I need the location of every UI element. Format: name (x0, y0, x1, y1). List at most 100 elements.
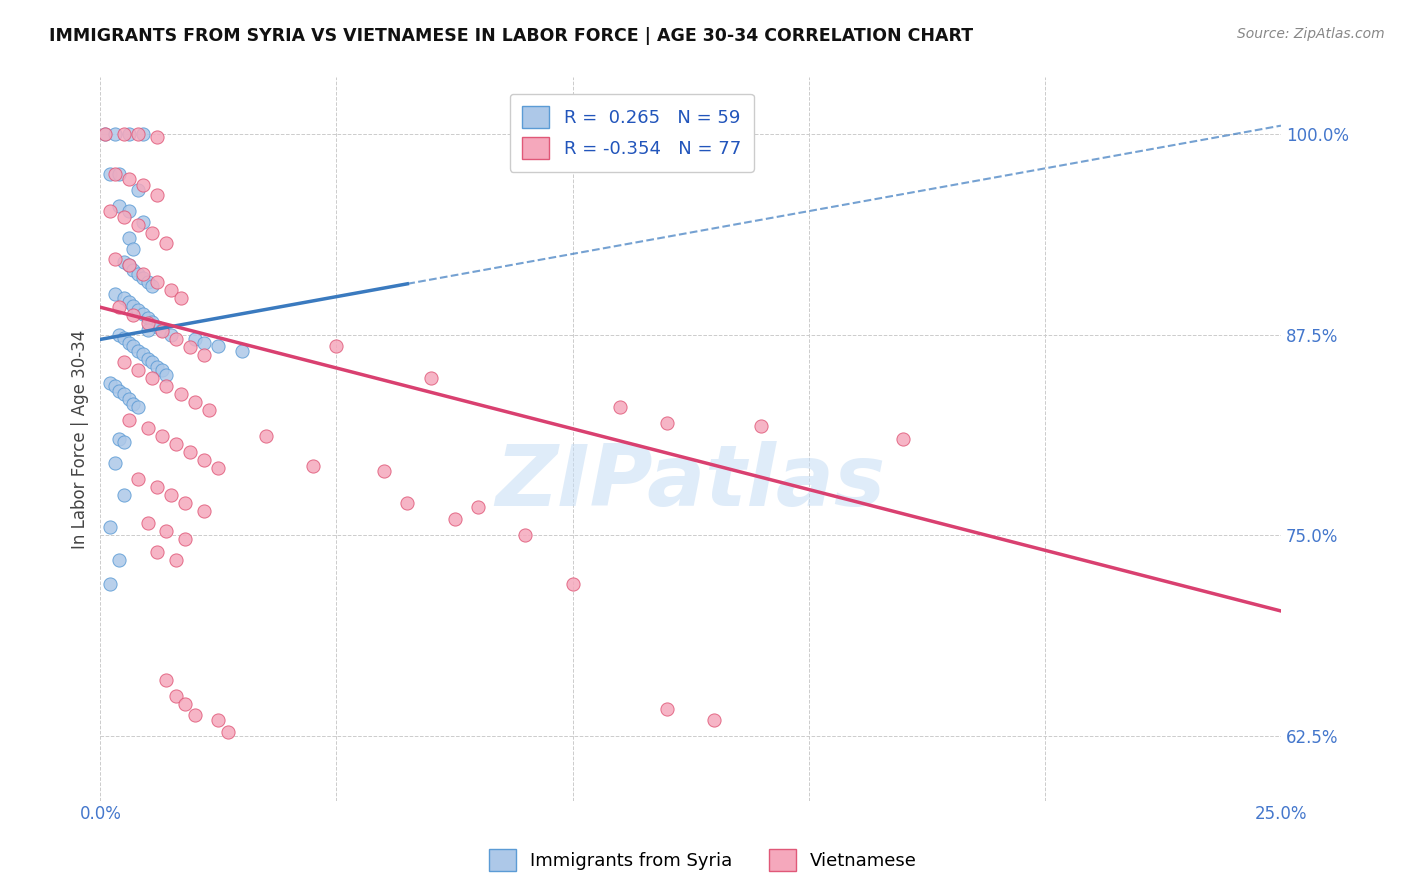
Point (155, 673, 177, 687)
Point (136, 516, 159, 530)
Point (132, 178, 155, 193)
Point (118, 335, 141, 350)
Point (165, 689, 187, 703)
Point (231, 343, 253, 358)
Point (419, 371, 441, 385)
Point (193, 504, 215, 518)
Point (112, 211, 135, 225)
Text: Source: ZipAtlas.com: Source: ZipAtlas.com (1237, 27, 1385, 41)
Point (122, 397, 145, 411)
Point (118, 295, 141, 310)
Point (127, 400, 149, 414)
Point (146, 480, 169, 494)
Point (108, 327, 131, 342)
Point (443, 512, 465, 526)
Point (150, 363, 173, 377)
Point (127, 183, 149, 197)
Point (118, 171, 141, 186)
Point (217, 724, 239, 739)
Point (136, 421, 159, 435)
Point (103, 379, 125, 393)
Point (118, 127, 141, 141)
Point (112, 355, 135, 369)
Point (655, 702, 678, 716)
Point (127, 472, 149, 486)
Point (703, 713, 725, 727)
Point (118, 392, 141, 406)
Point (150, 324, 173, 338)
Point (132, 307, 155, 321)
Point (103, 127, 125, 141)
Point (155, 379, 177, 393)
Point (155, 235, 177, 250)
Point (103, 167, 125, 181)
Point (396, 496, 419, 510)
Point (169, 387, 191, 401)
Point (160, 283, 183, 297)
Point (112, 127, 135, 141)
Point (132, 271, 155, 285)
Point (146, 275, 169, 289)
Point (198, 403, 221, 417)
Point (655, 416, 678, 430)
Legend: Immigrants from Syria, Vietnamese: Immigrants from Syria, Vietnamese (482, 842, 924, 879)
Point (193, 335, 215, 350)
Point (146, 319, 169, 334)
Point (98, 376, 121, 390)
Point (373, 464, 395, 478)
Point (127, 363, 149, 377)
Point (103, 287, 125, 301)
Point (136, 275, 159, 289)
Point (136, 351, 159, 366)
Point (179, 340, 201, 354)
Point (169, 291, 191, 305)
Point (108, 199, 131, 213)
Point (122, 308, 145, 322)
Point (132, 267, 155, 281)
Point (141, 227, 163, 241)
Point (325, 339, 347, 353)
Point (98, 520, 121, 534)
Point (103, 456, 125, 470)
Point (127, 267, 149, 281)
Point (136, 311, 159, 326)
Point (122, 263, 145, 277)
Point (155, 524, 177, 538)
Point (127, 303, 149, 318)
Point (98, 203, 121, 218)
Point (184, 395, 207, 409)
Point (132, 215, 155, 229)
Point (150, 323, 173, 337)
Point (112, 488, 135, 502)
Point (127, 219, 149, 233)
Point (118, 259, 141, 273)
Point (118, 259, 141, 273)
Point (112, 387, 135, 401)
Text: ZIPatlas: ZIPatlas (495, 441, 886, 524)
Point (184, 332, 207, 346)
Point (98, 576, 121, 591)
Point (155, 368, 177, 382)
Point (141, 355, 163, 369)
Point (122, 339, 145, 353)
Point (94, 127, 117, 141)
Point (112, 255, 135, 269)
Point (108, 300, 131, 314)
Point (141, 371, 163, 385)
Point (98, 167, 121, 181)
Point (467, 500, 489, 514)
Point (174, 532, 197, 546)
Point (108, 432, 131, 446)
Point (118, 231, 141, 245)
Point (207, 713, 229, 727)
Point (165, 437, 187, 451)
Point (751, 419, 773, 434)
Y-axis label: In Labor Force | Age 30-34: In Labor Force | Age 30-34 (72, 329, 89, 549)
Point (103, 252, 125, 266)
Point (184, 708, 207, 723)
Point (127, 127, 149, 141)
Point (94, 127, 117, 141)
Point (193, 453, 215, 467)
Point (112, 435, 135, 450)
Point (891, 432, 914, 446)
